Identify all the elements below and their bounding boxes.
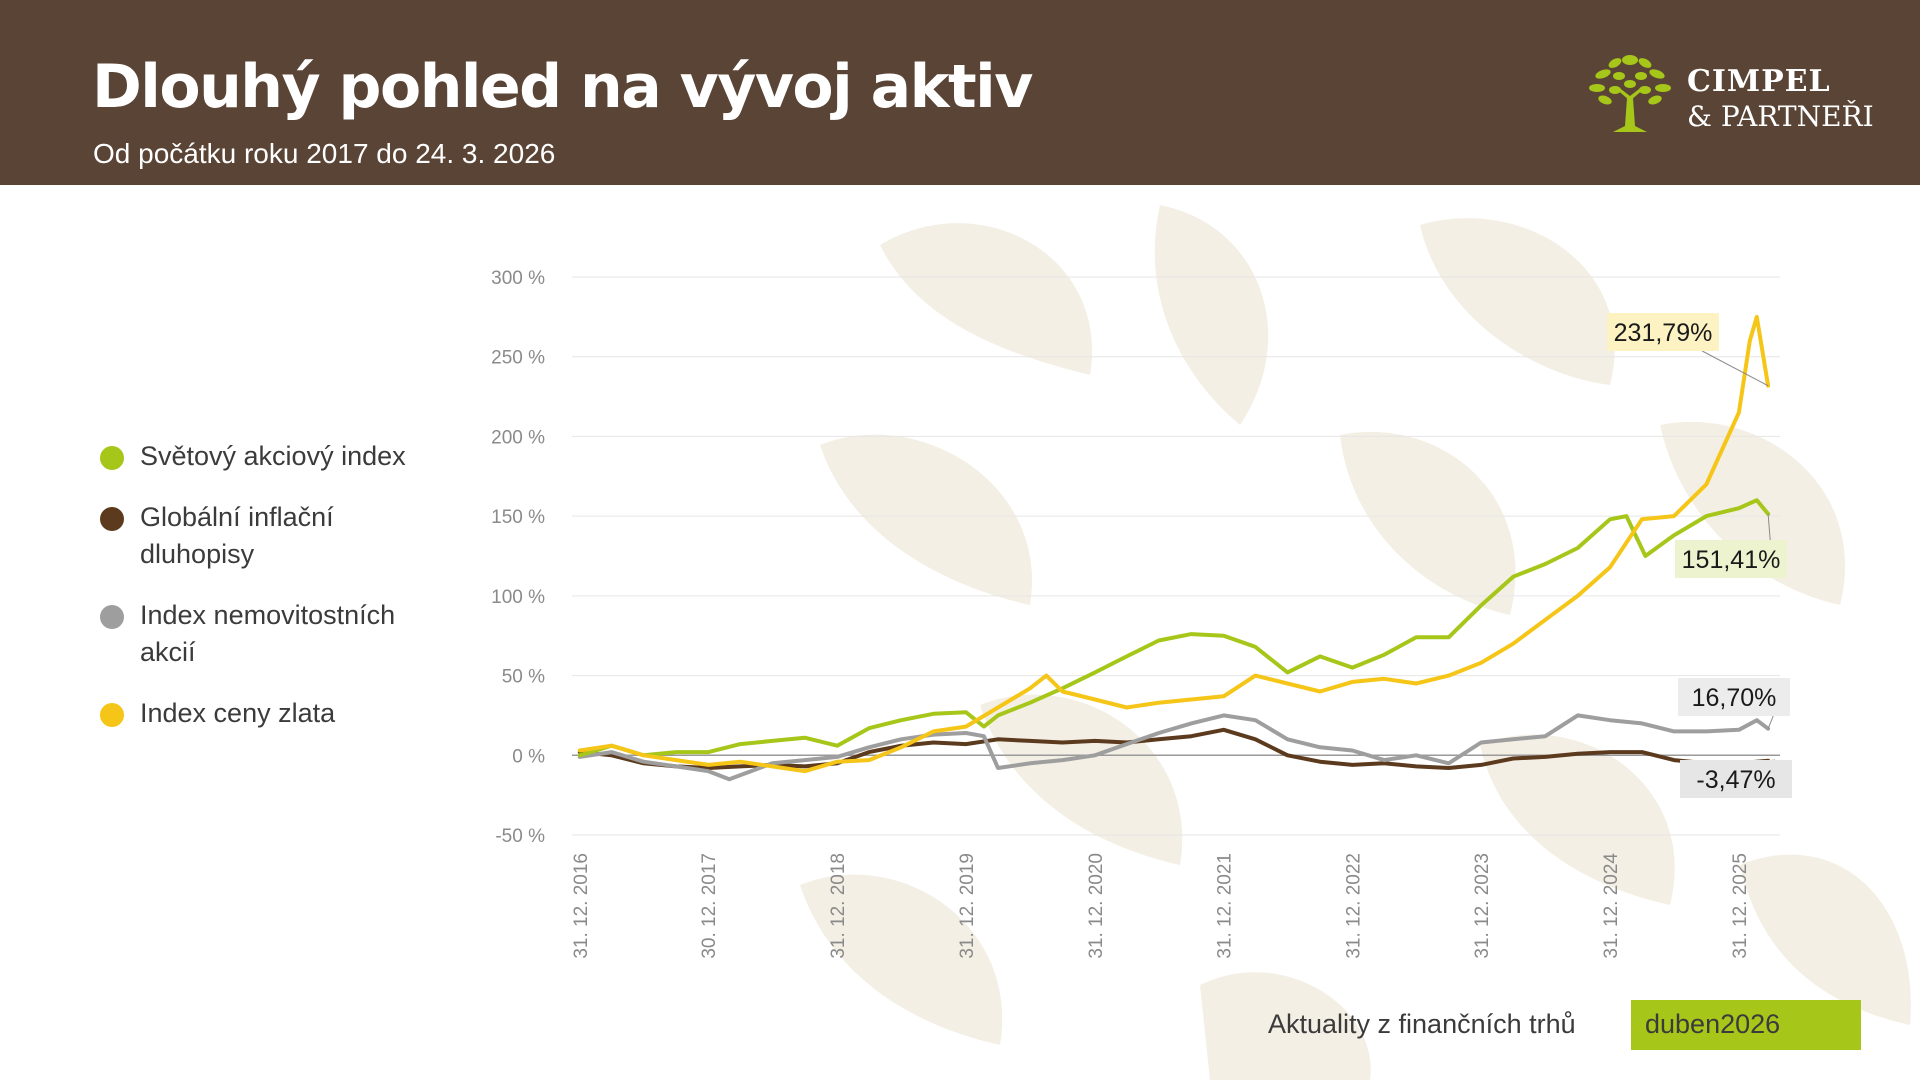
x-tick-label: 31. 12. 2021 xyxy=(1215,853,1236,959)
x-tick-label: 31. 12. 2016 xyxy=(571,853,592,959)
y-tick-label: 0 % xyxy=(512,746,545,767)
legend-label-line: Index ceny zlata xyxy=(140,698,336,728)
callout-box xyxy=(1678,678,1790,716)
callout-box xyxy=(1675,540,1787,578)
brand-suffix: & PARTNEŘI xyxy=(1687,100,1874,133)
x-tick-label: 31. 12. 2019 xyxy=(957,853,978,959)
x-tick-label: 31. 12. 2023 xyxy=(1472,853,1493,959)
series-line xyxy=(577,727,1771,770)
legend-item-inflation-bonds: Globální inflační dluhopisy xyxy=(100,499,470,573)
end-value-label: -3,47% xyxy=(1696,766,1775,794)
y-tick-label: 100 % xyxy=(491,587,545,608)
footer-badge-label: duben2026 xyxy=(1645,1009,1781,1039)
x-tick-label: 31. 12. 2022 xyxy=(1343,853,1364,959)
x-tick-label: 31. 12. 2025 xyxy=(1730,853,1751,959)
x-tick-label: 31. 12. 2024 xyxy=(1601,853,1622,959)
page-title: Dlouhý pohled na vývoj aktiv xyxy=(92,52,1033,122)
legend-dot-icon xyxy=(100,446,124,470)
background-leaf-decoration xyxy=(800,205,1911,1080)
x-tick-label: 31. 12. 2018 xyxy=(828,853,849,959)
legend-item-real-estate: Index nemovitostních akcií xyxy=(100,597,470,671)
legend-dot-icon xyxy=(100,605,124,629)
header-bar: Dlouhý pohled na vývoj aktiv Od počátku … xyxy=(0,0,1920,185)
legend-label-line: dluhopisy xyxy=(140,539,255,569)
callout-leader xyxy=(1767,513,1771,541)
callout-box xyxy=(1680,760,1792,798)
legend-item-world-stocks: Světový akciový index xyxy=(100,438,470,475)
callout-leader xyxy=(1701,350,1769,387)
brand-logo: CIMPEL & PARTNEŘI xyxy=(1585,48,1875,138)
y-tick-label: 50 % xyxy=(502,667,545,688)
callout-leader xyxy=(1767,715,1774,729)
end-value-label: 231,79% xyxy=(1614,319,1713,347)
x-tick-label: 30. 12. 2017 xyxy=(699,853,720,959)
y-tick-label: -50 % xyxy=(495,826,545,847)
legend-label-line: Index nemovitostních xyxy=(140,600,396,630)
y-tick-label: 250 % xyxy=(491,348,545,369)
x-tick-label: 31. 12. 2020 xyxy=(1086,853,1107,959)
legend-label-line: Světový akciový index xyxy=(140,441,406,471)
series-line xyxy=(577,498,1771,758)
footer-badge: duben2026 xyxy=(1631,1000,1861,1050)
callout-box xyxy=(1607,313,1719,351)
end-value-label: 16,70% xyxy=(1692,684,1777,712)
chart-legend: Světový akciový index Globální inflační … xyxy=(100,438,470,756)
line-chart: -50 % 0 % 50 % 100 % 150 % 200 % 250 % 300 % 31.… xyxy=(491,268,1792,959)
series-line xyxy=(577,713,1771,782)
legend-item-gold: Index ceny zlata xyxy=(100,695,470,732)
y-tick-label: 200 % xyxy=(491,427,545,448)
y-tick-label: 150 % xyxy=(491,507,545,528)
legend-dot-icon xyxy=(100,703,124,727)
legend-dot-icon xyxy=(100,507,124,531)
tree-icon xyxy=(1589,55,1671,132)
legend-label-line: Globální inflační xyxy=(140,502,334,532)
series-line xyxy=(577,314,1771,774)
page-subtitle: Od počátku roku 2017 do 24. 3. 2026 xyxy=(93,138,556,169)
brand-name: CIMPEL xyxy=(1687,64,1831,99)
footer-caption: Aktuality z finančních trhů xyxy=(1268,1009,1576,1039)
y-tick-label: 300 % xyxy=(491,268,545,289)
legend-label-line: akcií xyxy=(140,637,196,667)
end-value-label: 151,41% xyxy=(1682,546,1781,574)
